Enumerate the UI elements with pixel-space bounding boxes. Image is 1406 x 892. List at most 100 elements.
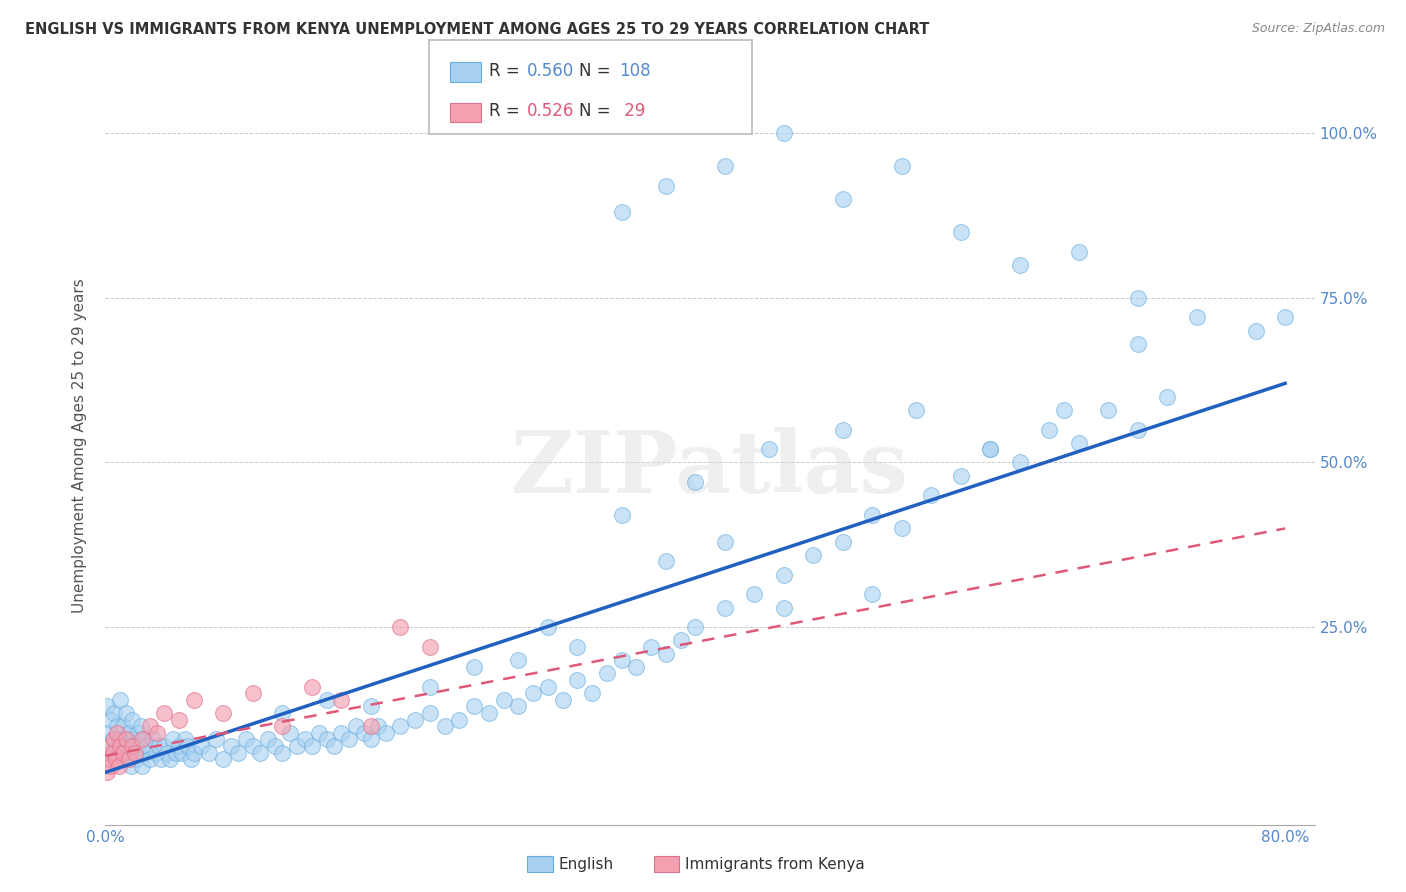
Point (860, 508, 883, 523)
Point (115, 732, 138, 747)
Point (205, 732, 228, 747)
Point (145, 746, 167, 760)
Point (271, 719, 294, 733)
Point (979, 442, 1001, 457)
Point (101, 746, 124, 760)
Point (831, 192, 853, 206)
Point (159, 752, 181, 766)
Point (131, 758, 153, 772)
Point (167, 713, 190, 727)
Point (285, 739, 308, 753)
Point (949, 225, 972, 239)
Point (772, 600, 794, 615)
Point (655, 178, 678, 193)
Point (979, 442, 1001, 457)
Y-axis label: Unemployment Among Ages 25 to 29 years: Unemployment Among Ages 25 to 29 years (72, 278, 87, 614)
Point (127, 726, 149, 740)
Point (419, 680, 441, 694)
Point (112, 746, 135, 760)
Point (478, 706, 501, 720)
Point (508, 699, 530, 714)
Point (905, 402, 928, 417)
Point (190, 739, 212, 753)
Point (337, 732, 360, 747)
Point (758, 442, 780, 457)
Point (419, 706, 441, 720)
Point (360, 719, 382, 733)
Point (180, 752, 202, 766)
Point (713, 534, 735, 549)
Point (156, 746, 179, 760)
Point (772, 126, 794, 140)
Point (105, 726, 128, 740)
Point (118, 726, 141, 740)
Text: ZIPatlas: ZIPatlas (510, 426, 910, 511)
Point (890, 159, 912, 173)
Point (389, 620, 412, 634)
Point (463, 699, 485, 714)
Point (226, 746, 249, 760)
Point (537, 620, 560, 634)
Point (315, 693, 337, 707)
Point (367, 719, 389, 733)
Point (100, 758, 122, 772)
Point (183, 693, 205, 707)
Point (104, 752, 127, 766)
Point (183, 746, 205, 760)
Point (890, 521, 912, 535)
Point (242, 739, 264, 753)
Point (121, 713, 143, 727)
Point (1067, 435, 1090, 450)
Point (419, 640, 441, 654)
Text: 0.526: 0.526 (527, 103, 575, 120)
Point (626, 660, 648, 674)
Point (138, 752, 160, 766)
Point (344, 719, 367, 733)
Point (167, 739, 190, 753)
Point (103, 732, 125, 747)
Point (330, 726, 353, 740)
Point (278, 726, 301, 740)
Point (801, 548, 824, 562)
Point (177, 739, 200, 753)
Point (920, 488, 942, 502)
Point (1274, 310, 1296, 325)
Text: N =: N = (579, 62, 616, 80)
Point (685, 620, 707, 634)
Point (610, 653, 633, 667)
Point (219, 739, 242, 753)
Point (153, 739, 176, 753)
Point (111, 746, 134, 760)
Point (301, 680, 323, 694)
Point (105, 719, 128, 733)
Point (772, 567, 794, 582)
Point (1038, 423, 1060, 437)
Point (118, 752, 141, 766)
Point (100, 713, 122, 727)
Point (492, 693, 515, 707)
Point (1126, 291, 1149, 305)
Text: English: English (558, 857, 613, 871)
Point (98, 739, 121, 753)
Point (713, 159, 735, 173)
Text: N =: N = (579, 103, 616, 120)
Text: Immigrants from Kenya: Immigrants from Kenya (685, 857, 865, 871)
Point (162, 732, 184, 747)
Point (97, 726, 120, 740)
Point (353, 726, 375, 740)
Point (103, 706, 125, 720)
Point (949, 468, 972, 483)
Point (132, 732, 155, 747)
Point (264, 739, 287, 753)
Point (101, 732, 124, 747)
Text: 29: 29 (619, 103, 645, 120)
Point (596, 666, 619, 681)
Point (831, 423, 853, 437)
Point (655, 647, 678, 661)
Point (669, 633, 692, 648)
Point (174, 732, 197, 747)
Point (389, 719, 412, 733)
Point (112, 719, 135, 733)
Point (108, 732, 131, 747)
Text: ENGLISH VS IMMIGRANTS FROM KENYA UNEMPLOYMENT AMONG AGES 25 TO 29 YEARS CORRELAT: ENGLISH VS IMMIGRANTS FROM KENYA UNEMPLO… (25, 22, 929, 37)
